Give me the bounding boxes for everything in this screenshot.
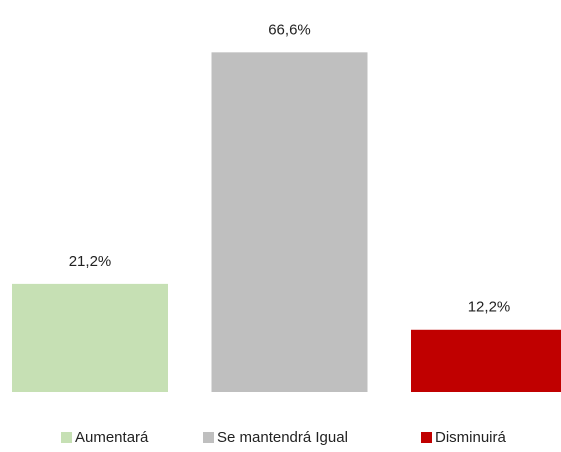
page: {"chart_data": {"type": "bar", "series":… [0,0,561,452]
legend-label: Aumentará [75,429,149,446]
bar [411,330,561,392]
chart: 21,2% 66,6% 12,2% Aumentará Se mantendrá Igu… [0,0,561,452]
legend-swatch [61,432,72,443]
legend-label: Disminuirá [435,429,507,446]
data-label: 66,6% [268,21,311,38]
data-label: 21,2% [69,253,112,270]
legend-swatch [421,432,432,443]
bar [212,52,368,392]
legend-swatch [203,432,214,443]
data-label: 12,2% [468,299,511,316]
bar [12,284,168,392]
legend-label: Se mantendrá Igual [217,429,348,446]
